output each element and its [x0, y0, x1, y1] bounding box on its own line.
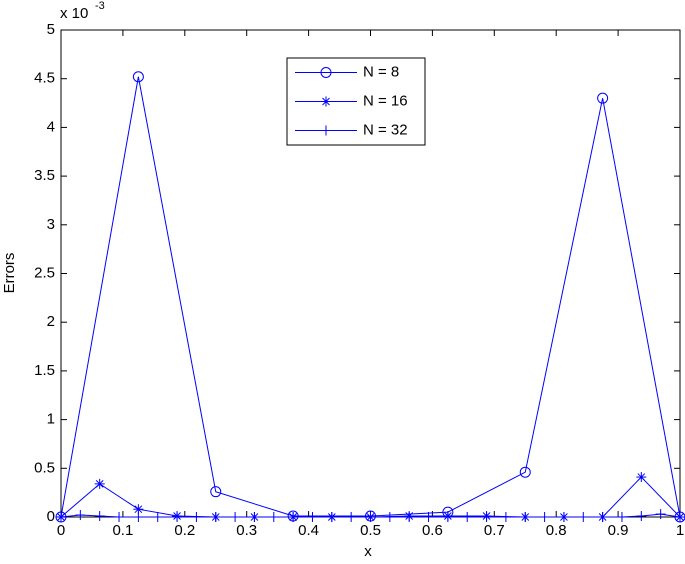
marker [578, 512, 589, 522]
marker [655, 509, 666, 520]
marker [132, 71, 144, 83]
x-tick-label: 0.7 [484, 522, 505, 539]
x-tick-label: 0.8 [546, 522, 567, 539]
marker-shape [597, 92, 609, 104]
x-tick-label: 0.6 [422, 522, 443, 539]
legend-label: N = 16 [363, 92, 408, 109]
marker [288, 512, 299, 522]
marker [636, 472, 647, 483]
y-tick-label: 3 [47, 216, 55, 233]
x-tick-label: 0.5 [360, 522, 381, 539]
marker [675, 512, 685, 522]
x-tick-label: 0 [57, 522, 65, 539]
marker [321, 125, 331, 136]
marker [597, 92, 609, 104]
x-tick-label: 1 [676, 522, 684, 539]
marker [481, 512, 492, 522]
x-tick-label: 0.2 [174, 522, 195, 539]
legend-label: N = 8 [363, 63, 399, 80]
marker [56, 512, 66, 522]
y-tick-label: 5 [47, 21, 55, 38]
marker [210, 512, 221, 522]
marker [500, 512, 511, 522]
marker [133, 512, 144, 522]
y-tick-label: 2 [47, 313, 55, 330]
x-tick-label: 0.3 [236, 522, 257, 539]
marker [191, 512, 202, 522]
y-multiplier: x 10 [60, 5, 88, 22]
marker [230, 512, 241, 522]
marker-shape [320, 67, 332, 78]
y-tick-label: 2.5 [34, 264, 55, 281]
marker [365, 512, 376, 522]
y-tick-label: 1 [47, 411, 55, 428]
marker [268, 512, 279, 522]
marker [423, 512, 434, 522]
x-axis-label: x [364, 543, 372, 560]
marker [404, 512, 415, 522]
marker [636, 511, 647, 522]
marker [539, 512, 550, 522]
marker-shape [132, 71, 144, 83]
x-tick-label: 0.9 [608, 522, 629, 539]
marker [616, 512, 627, 522]
marker [210, 486, 222, 498]
marker-stroke [95, 480, 104, 488]
y-tick-label: 4 [47, 118, 55, 135]
y-tick-label: 1.5 [34, 362, 55, 379]
y-tick-label: 0 [47, 508, 55, 525]
marker [152, 512, 163, 522]
marker [172, 512, 183, 522]
y-tick-label: 4.5 [34, 70, 55, 87]
marker [320, 67, 332, 78]
marker [94, 478, 105, 489]
y-axis-label: Errors [1, 253, 18, 294]
marker [75, 510, 86, 521]
marker [326, 512, 337, 522]
marker-stroke [637, 473, 646, 481]
marker [249, 512, 260, 522]
marker-shape [519, 466, 531, 478]
marker-stroke [134, 505, 143, 514]
x-tick-label: 0.1 [112, 522, 133, 539]
marker-shape [210, 486, 222, 498]
marker [558, 512, 569, 522]
y-tick-label: 0.5 [34, 459, 55, 476]
marker-stroke [322, 97, 330, 106]
marker [442, 512, 453, 522]
legend-label: N = 32 [363, 121, 408, 138]
y-tick-label: 3.5 [34, 167, 55, 184]
marker [520, 512, 531, 522]
marker [462, 512, 473, 522]
marker [384, 512, 395, 522]
x-tick-label: 0.4 [298, 522, 319, 539]
y-multiplier-exponent: -3 [95, 0, 105, 12]
marker [307, 512, 318, 522]
marker [321, 96, 331, 107]
marker [346, 512, 357, 522]
marker [94, 511, 105, 522]
marker [597, 512, 608, 522]
marker [114, 512, 125, 522]
marker [519, 466, 531, 478]
